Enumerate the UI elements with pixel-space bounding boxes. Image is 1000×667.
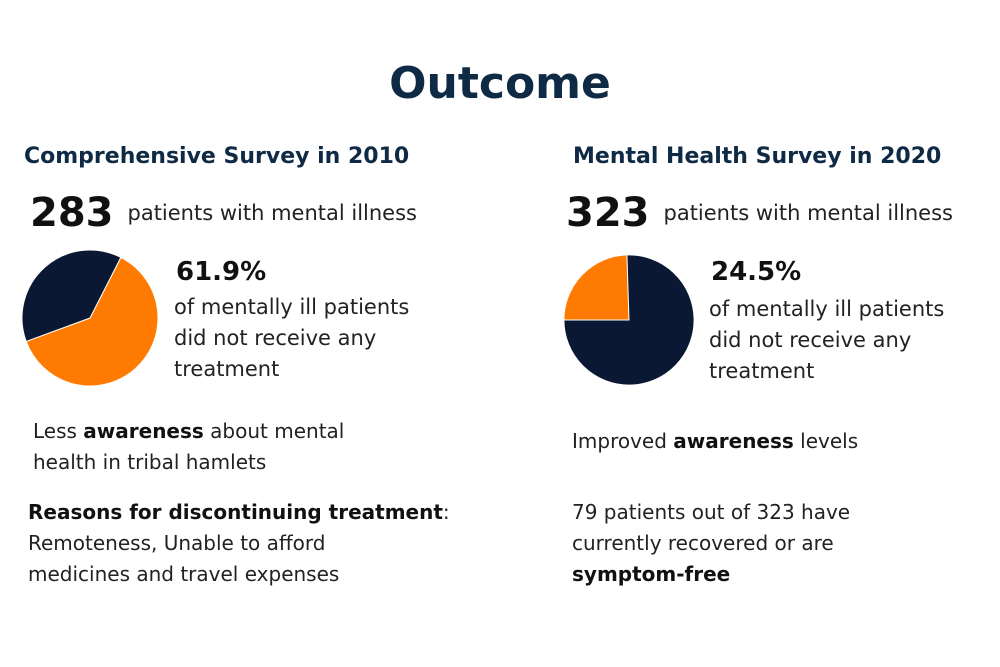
survey-2010-description: of mentally ill patients did not receive… — [174, 292, 434, 385]
desc-line: of mentally ill patients — [174, 295, 410, 319]
awareness-bold: awareness — [673, 429, 794, 453]
reasons-colon: : — [442, 500, 450, 524]
survey-2010-heading: Comprehensive Survey in 2010 — [24, 144, 410, 169]
awareness-pre: Less — [33, 419, 84, 443]
awareness-post: levels — [793, 429, 859, 453]
awareness-pre: Improved — [572, 429, 674, 453]
reasons-bold: Reasons for discontinuing treatment — [28, 500, 443, 524]
recovered-line1: 79 patients out of 323 have — [572, 500, 851, 524]
survey-2010-percent: 61.9% — [176, 257, 267, 287]
survey-2010-count-label: patients with mental illness — [127, 201, 418, 225]
survey-2020-count-row: 323 patients with mental illness — [566, 190, 953, 236]
survey-2020-awareness-note: Improved awareness levels — [572, 426, 972, 457]
desc-line: did not receive any — [174, 326, 377, 350]
reasons-line3: medicines and travel expenses — [28, 562, 340, 586]
desc-line: treatment — [709, 359, 815, 383]
survey-2010-pie-chart — [21, 249, 159, 387]
survey-2020-panel: Mental Health Survey in 2020 323 patients… — [500, 0, 1000, 667]
awareness-bold: awareness — [83, 419, 204, 443]
recovered-line2: currently recovered or are — [572, 531, 834, 555]
pie-slice-treated — [563, 254, 695, 386]
page-title: Outcome — [389, 58, 611, 109]
survey-2020-recovered-note: 79 patients out of 323 have currently re… — [572, 497, 972, 590]
pie-slice-treated — [21, 249, 122, 343]
survey-2020-pie-chart — [563, 254, 695, 386]
awareness-post: about mental — [203, 419, 345, 443]
reasons-line2: Remoteness, Unable to afford — [28, 531, 326, 555]
survey-2020-percent: 24.5% — [711, 257, 802, 287]
survey-2010-panel: Comprehensive Survey in 2010 283 patients… — [21, 144, 488, 590]
desc-line: did not receive any — [709, 328, 912, 352]
recovered-bold: symptom-free — [572, 562, 731, 586]
survey-2020-heading: Mental Health Survey in 2020 — [573, 144, 942, 169]
desc-line: of mentally ill patients — [709, 297, 945, 321]
pie-slice-no-treatment — [25, 256, 159, 387]
survey-2010-reasons-note: Reasons for discontinuing treatment: Rem… — [28, 497, 488, 590]
survey-2020-description: of mentally ill patients did not receive… — [709, 294, 969, 387]
survey-2010-count: 283 — [30, 190, 114, 236]
survey-2010-count-row: 283 patients with mental illness — [30, 190, 417, 236]
survey-2010-awareness-note: Less awareness about mental health in tr… — [33, 416, 473, 478]
survey-2020-count-label: patients with mental illness — [663, 201, 954, 225]
pie-slice-no-treatment — [563, 254, 630, 321]
awareness-line2: health in tribal hamlets — [33, 450, 267, 474]
desc-line: treatment — [174, 357, 280, 381]
survey-2020-count: 323 — [566, 190, 650, 236]
